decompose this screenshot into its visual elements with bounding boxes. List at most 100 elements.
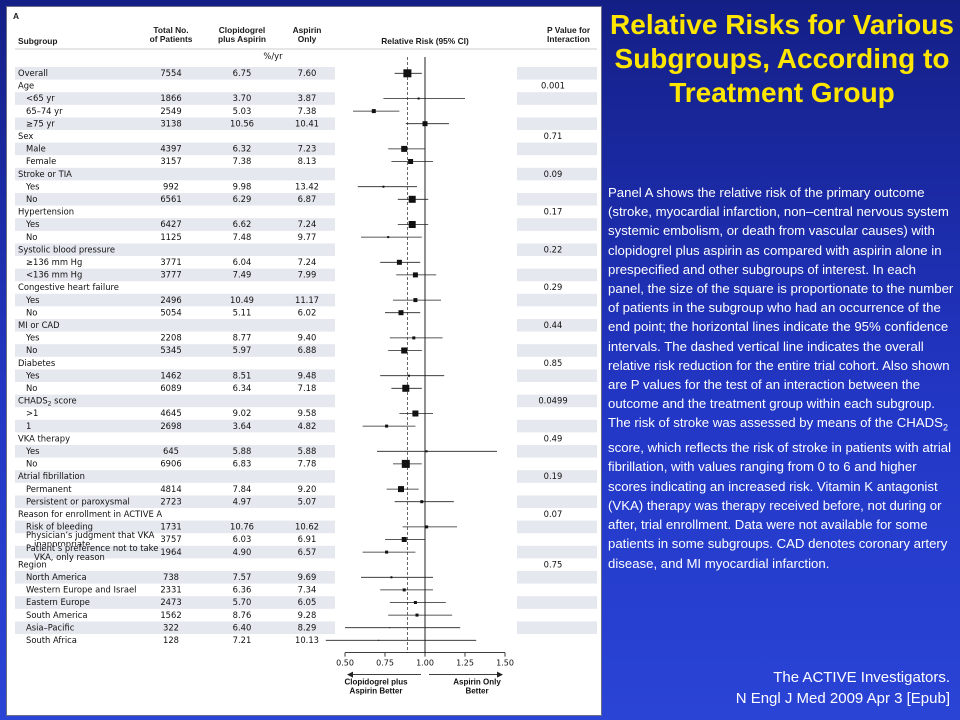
row-clopidogrel-rate: 6.04	[233, 257, 252, 267]
row-aspirin-rate: 5.07	[298, 496, 317, 506]
row-total-patients: 6561	[160, 194, 181, 204]
row-p-value: 0.75	[544, 559, 563, 569]
header-clopidogrel: plus Aspirin	[218, 34, 266, 44]
row-shading	[15, 193, 335, 206]
point-estimate-square	[401, 459, 410, 468]
header-p-value: P Value for	[547, 25, 591, 35]
row-total-patients: 2473	[160, 597, 181, 607]
row-clopidogrel-rate: 6.62	[233, 219, 252, 229]
row-shading	[15, 495, 335, 508]
row-aspirin-rate: 13.42	[295, 181, 319, 191]
row-clopidogrel-rate: 7.38	[233, 156, 252, 166]
row-p-value: 0.19	[544, 471, 563, 481]
point-estimate-square	[408, 374, 410, 377]
header-aspirin: Aspirin	[293, 25, 322, 35]
row-p-value: 0.001	[541, 81, 565, 91]
point-estimate-square	[425, 525, 429, 529]
row-aspirin-rate: 8.13	[298, 156, 317, 166]
point-estimate-square	[412, 272, 418, 278]
favors-right-arrowhead	[497, 671, 503, 678]
point-estimate-square	[382, 185, 385, 188]
forest-plot-panel: A Subgroup Total No. of Patients Clopidogrel…	[6, 6, 602, 716]
row-p-value: 0.29	[544, 282, 563, 292]
row-p-value: 0.22	[544, 244, 563, 254]
x-tick-label: 0.50	[336, 659, 354, 668]
row-total-patients: 1731	[160, 522, 181, 532]
row-clopidogrel-rate: 6.40	[233, 622, 252, 632]
row-label: <136 mm Hg	[26, 270, 82, 280]
row-shading	[517, 218, 597, 231]
row-clopidogrel-rate: 3.70	[233, 93, 252, 103]
row-shading	[517, 243, 597, 256]
row-shading	[15, 293, 335, 307]
point-estimate-square	[402, 384, 410, 392]
row-label: 1	[26, 421, 31, 431]
row-label: Yes	[25, 370, 40, 380]
header-aspirin: Only	[298, 34, 317, 44]
row-shading	[517, 193, 597, 206]
row-clopidogrel-rate: 5.70	[233, 597, 252, 607]
row-total-patients: 5345	[160, 345, 181, 355]
row-total-patients: 2698	[160, 421, 181, 431]
point-estimate-square	[396, 259, 402, 265]
header-clopidogrel: Clopidogrel	[219, 25, 266, 35]
point-estimate-square	[401, 145, 408, 152]
x-tick-label: 1.50	[496, 659, 514, 668]
row-total-patients: 1462	[160, 370, 181, 380]
row-total-patients: 4645	[160, 408, 181, 418]
row-aspirin-rate: 7.60	[298, 68, 317, 78]
point-estimate-square	[408, 195, 416, 203]
row-aspirin-rate: 9.20	[298, 484, 317, 494]
row-aspirin-rate: 7.99	[298, 270, 317, 280]
row-label: Patient’s preference not to take	[26, 543, 158, 553]
row-shading	[517, 268, 597, 282]
row-shading	[517, 117, 597, 130]
row-label: Male	[26, 144, 46, 154]
point-estimate-square	[398, 486, 404, 493]
row-aspirin-rate: 7.18	[298, 383, 317, 393]
row-total-patients: 3157	[160, 156, 181, 166]
row-label: VKA therapy	[18, 433, 70, 443]
row-shading	[517, 394, 597, 408]
row-shading	[517, 596, 597, 609]
row-label: ≥136 mm Hg	[26, 257, 82, 267]
row-total-patients: 2496	[160, 295, 181, 305]
row-aspirin-rate: 10.62	[295, 522, 319, 532]
point-estimate-square	[401, 347, 408, 354]
row-shading	[15, 419, 335, 433]
row-clopidogrel-rate: 6.34	[233, 383, 252, 393]
x-tick-label: 1.25	[456, 659, 474, 668]
point-estimate-square	[425, 450, 428, 453]
row-aspirin-rate: 6.05	[298, 597, 317, 607]
row-aspirin-rate: 9.77	[298, 232, 317, 242]
row-label: Asia–Pacific	[26, 622, 75, 632]
point-estimate-square	[413, 601, 417, 604]
row-clopidogrel-rate: 3.64	[233, 421, 252, 431]
row-aspirin-rate: 6.02	[298, 307, 317, 317]
point-estimate-square	[389, 627, 391, 629]
row-total-patients: 3138	[160, 118, 181, 128]
row-p-value: 0.17	[544, 207, 563, 217]
row-clopidogrel-rate: 6.36	[233, 585, 252, 595]
row-total-patients: 645	[163, 446, 179, 456]
row-shading	[15, 319, 335, 332]
row-clopidogrel-rate: 10.56	[230, 118, 254, 128]
row-shading	[15, 344, 335, 357]
row-label: Age	[18, 81, 34, 91]
row-label: VKA, only reason	[34, 552, 105, 562]
row-label: Congestive heart failure	[18, 282, 119, 292]
row-label: Yes	[25, 181, 40, 191]
point-estimate-square	[408, 159, 414, 164]
point-estimate-square	[385, 424, 389, 428]
row-total-patients: 992	[163, 181, 179, 191]
row-shading	[15, 268, 335, 282]
caption-subscript: 2	[942, 423, 948, 434]
row-shading	[15, 243, 335, 256]
row-label: Physician’s judgment that VKA	[26, 530, 155, 540]
row-clopidogrel-rate: 8.51	[233, 370, 252, 380]
row-clopidogrel-rate: 9.02	[233, 408, 252, 418]
row-total-patients: 4397	[160, 144, 181, 154]
header-total-patients: Total No.	[153, 25, 188, 35]
row-shading	[517, 571, 597, 584]
row-aspirin-rate: 11.17	[295, 295, 319, 305]
